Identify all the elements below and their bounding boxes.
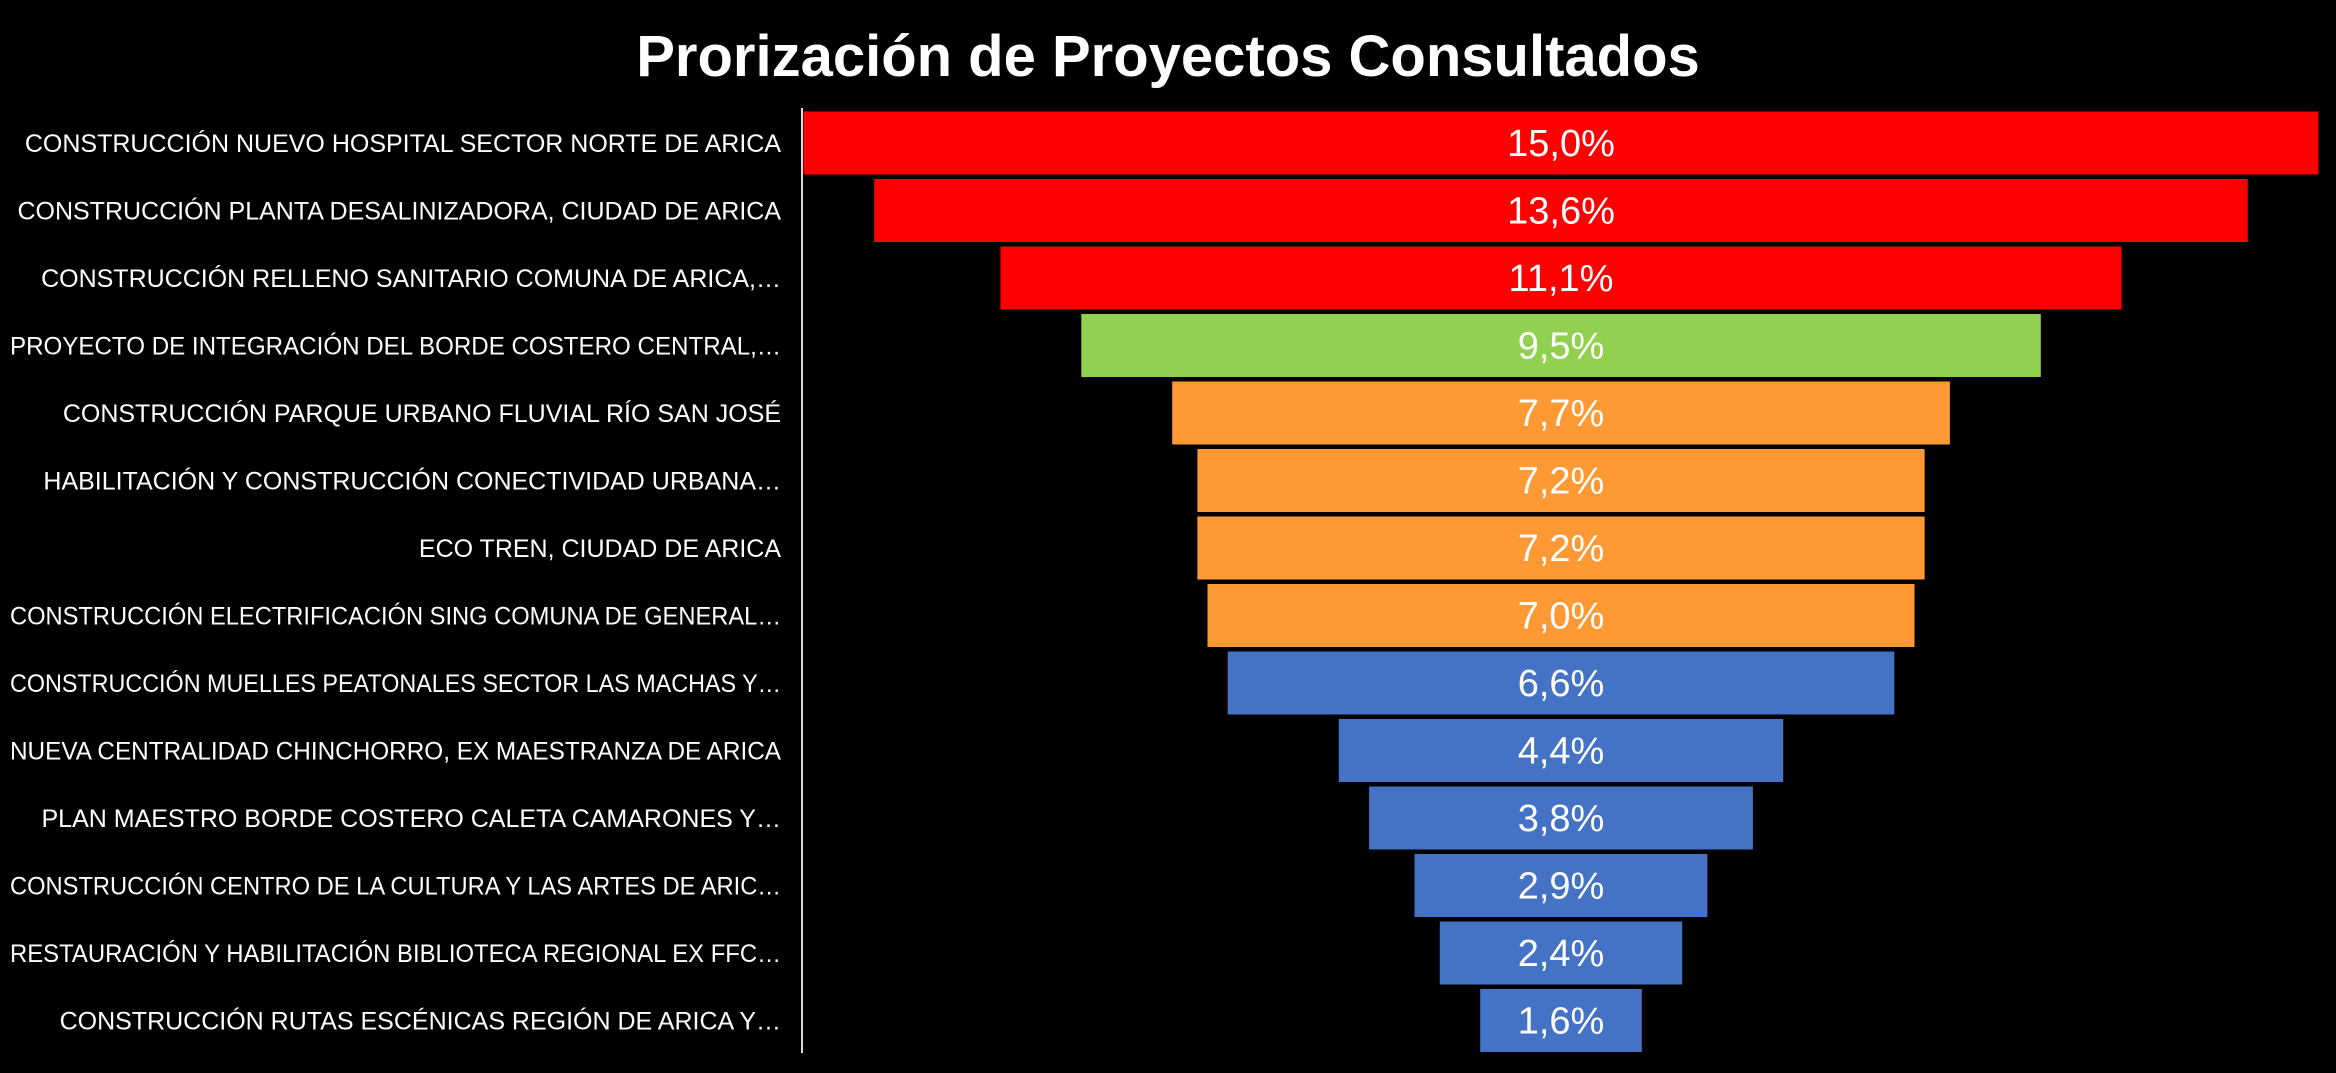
bar-value-label: 2,4% [1518, 933, 1605, 975]
category-label: NUEVA CENTRALIDAD CHINCHORRO, EX MAESTRA… [10, 738, 781, 766]
bar [1369, 786, 1753, 850]
bar-value-label: 1,6% [1518, 1001, 1605, 1043]
category-label: PLAN MAESTRO BORDE COSTERO CALETA CAMARO… [41, 805, 781, 833]
bar-value-label: 15,0% [1507, 123, 1615, 165]
category-label: CONSTRUCCIÓN CENTRO DE LA CULTURA Y LAS … [10, 872, 781, 901]
category-label: PROYECTO DE INTEGRACIÓN DEL BORDE COSTER… [10, 332, 781, 361]
category-label: CONSTRUCCIÓN ELECTRIFICACIÓN SING COMUNA… [10, 602, 781, 631]
bar [1000, 246, 2122, 310]
bar [1207, 584, 1915, 647]
category-labels: CONSTRUCCIÓN NUEVO HOSPITAL SECTOR NORTE… [10, 129, 781, 1036]
bar [874, 179, 2248, 242]
category-label: CONSTRUCCIÓN MUELLES PEATONALES SECTOR L… [10, 669, 781, 698]
bar-value-label: 6,6% [1518, 663, 1605, 705]
bar [1172, 381, 1950, 445]
bar [1197, 516, 1925, 580]
category-label: CONSTRUCCIÓN PARQUE URBANO FLUVIAL RÍO S… [63, 399, 781, 428]
chart-title: Prorización de Proyectos Consultados [636, 24, 1700, 89]
category-label: HABILITACIÓN Y CONSTRUCCIÓN CONECTIVIDAD… [43, 467, 781, 496]
category-label: CONSTRUCCIÓN NUEVO HOSPITAL SECTOR NORTE… [25, 129, 781, 158]
bar [1414, 854, 1708, 917]
bar-value-label: 2,9% [1518, 866, 1605, 908]
bar [1480, 989, 1642, 1052]
category-label: RESTAURACIÓN Y HABILITACIÓN BIBLIOTECA R… [10, 939, 781, 968]
category-label: CONSTRUCCIÓN PLANTA DESALINIZADORA, CIUD… [17, 197, 781, 226]
bar [1227, 651, 1895, 715]
bar-value-label: 9,5% [1518, 326, 1605, 368]
bar-value-label: 7,2% [1518, 528, 1605, 570]
bar-value-label: 3,8% [1518, 798, 1605, 840]
bar [1439, 921, 1683, 985]
bar [1197, 449, 1925, 512]
category-label: ECO TREN, CIUDAD DE ARICA [419, 535, 781, 563]
bar-value-label: 7,7% [1518, 393, 1605, 435]
bar-value-label: 11,1% [1509, 258, 1614, 300]
bar [803, 111, 2319, 175]
bar-value-label: 7,0% [1518, 596, 1605, 638]
data-labels: 15,0% 13,6% 11,1% 9,5% 7,7% 7,2% 7,2% 7,0% 6,6% 4… [1507, 123, 1615, 1043]
bars [803, 111, 2319, 1052]
bar-value-label: 13,6% [1507, 191, 1615, 233]
bar [1081, 314, 2041, 377]
category-label: CONSTRUCCIÓN RELLENO SANITARIO COMUNA DE… [41, 264, 781, 293]
category-label: CONSTRUCCIÓN RUTAS ESCÉNICAS REGIÓN DE A… [60, 1007, 781, 1036]
bar-value-label: 4,4% [1518, 731, 1605, 773]
bar [1338, 719, 1784, 782]
bar-value-label: 7,2% [1518, 461, 1605, 503]
